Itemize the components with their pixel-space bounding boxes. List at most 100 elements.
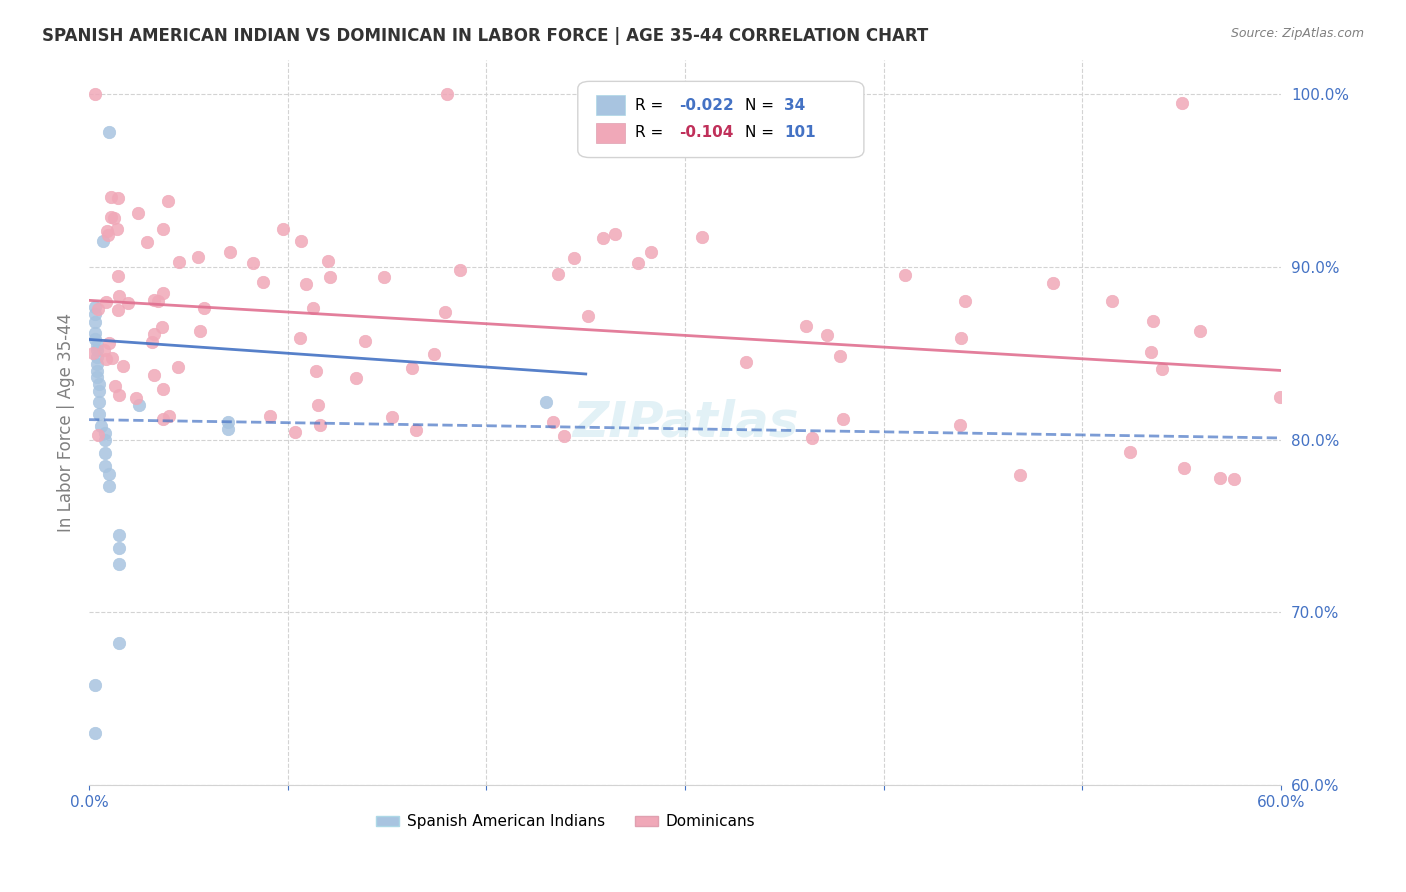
Point	[534, 394, 557, 409]
Point	[108, 541, 131, 556]
Point	[152, 412, 174, 426]
Point	[128, 398, 150, 412]
Text: SPANISH AMERICAN INDIAN VS DOMINICAN IN LABOR FORCE | AGE 35-44 CORRELATION CHAR: SPANISH AMERICAN INDIAN VS DOMINICAN IN …	[42, 27, 928, 45]
Point	[288, 331, 311, 345]
Point	[143, 368, 166, 383]
Point	[84, 726, 107, 740]
Point	[136, 235, 159, 250]
FancyBboxPatch shape	[596, 95, 626, 115]
Point	[108, 527, 131, 541]
Point	[94, 433, 117, 447]
Point	[1209, 471, 1232, 485]
Point	[87, 377, 110, 392]
Point	[259, 409, 281, 423]
Point	[953, 293, 976, 308]
Point	[152, 382, 174, 396]
Point	[433, 305, 456, 319]
Point	[217, 415, 239, 429]
Point	[290, 235, 312, 249]
Point	[217, 422, 239, 436]
Point	[316, 253, 339, 268]
Y-axis label: In Labor Force | Age 35-44: In Labor Force | Age 35-44	[58, 313, 75, 532]
Text: R =: R =	[636, 126, 668, 140]
Point	[97, 228, 120, 243]
Point	[302, 301, 325, 315]
Point	[949, 418, 972, 433]
Point	[553, 429, 575, 443]
Point	[97, 479, 120, 493]
Point	[541, 415, 564, 429]
Point	[146, 294, 169, 309]
Point	[284, 425, 307, 440]
Point	[832, 412, 855, 426]
Point	[94, 351, 117, 366]
Point	[405, 424, 427, 438]
Text: ZIPatlas: ZIPatlas	[572, 399, 799, 446]
Point	[344, 370, 367, 384]
Point	[692, 230, 714, 244]
Point	[242, 256, 264, 270]
Point	[794, 319, 817, 334]
Point	[101, 351, 124, 365]
Point	[373, 269, 395, 284]
Legend: Spanish American Indians, Dominicans: Spanish American Indians, Dominicans	[370, 808, 762, 836]
Point	[103, 211, 125, 225]
Point	[141, 335, 163, 350]
Point	[87, 301, 110, 316]
Point	[576, 310, 599, 324]
Point	[84, 87, 107, 102]
Point	[84, 678, 107, 692]
Point	[1173, 461, 1195, 475]
Point	[98, 335, 121, 350]
Point	[152, 285, 174, 300]
Point	[815, 327, 838, 342]
Text: 101: 101	[785, 126, 815, 140]
Point	[436, 87, 458, 102]
Point	[401, 360, 423, 375]
Text: 34: 34	[785, 98, 806, 112]
Point	[93, 343, 115, 357]
Point	[1142, 314, 1164, 328]
Point	[562, 251, 585, 265]
Point	[1008, 468, 1031, 483]
Point	[152, 221, 174, 235]
Point	[104, 378, 127, 392]
Point	[143, 293, 166, 307]
FancyBboxPatch shape	[578, 81, 863, 158]
Point	[305, 364, 328, 378]
Point	[1119, 445, 1142, 459]
Point	[90, 418, 112, 433]
Point	[84, 326, 107, 340]
Point	[84, 306, 107, 320]
Point	[800, 431, 823, 445]
Text: -0.104: -0.104	[679, 126, 734, 140]
Point	[105, 222, 128, 236]
Point	[167, 255, 190, 269]
Point	[84, 300, 107, 314]
Point	[1171, 95, 1194, 110]
Point	[84, 315, 107, 329]
Point	[112, 359, 135, 373]
Point	[735, 355, 758, 369]
Point	[603, 227, 626, 242]
Point	[86, 337, 108, 351]
Point	[157, 409, 180, 423]
Point	[86, 350, 108, 364]
Point	[167, 359, 190, 374]
Point	[307, 398, 329, 412]
Point	[108, 557, 131, 571]
Point	[1150, 362, 1173, 376]
Point	[86, 343, 108, 357]
Point	[94, 446, 117, 460]
Point	[381, 410, 404, 425]
Point	[353, 334, 375, 348]
Point	[86, 427, 108, 442]
Point	[640, 245, 662, 260]
Point	[894, 268, 917, 283]
Point	[193, 301, 215, 315]
Point	[82, 346, 104, 360]
Point	[1270, 390, 1292, 404]
Point	[117, 295, 139, 310]
Point	[100, 210, 122, 224]
FancyBboxPatch shape	[596, 123, 626, 143]
